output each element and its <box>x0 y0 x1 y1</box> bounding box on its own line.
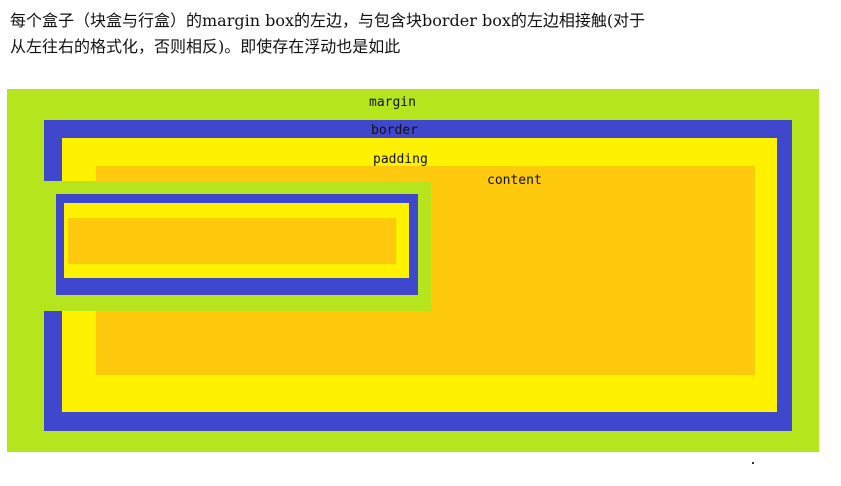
stray-dot <box>752 462 754 464</box>
padding-label: padding <box>373 152 428 167</box>
caption-line-1: 每个盒子（块盒与行盒）的margin box的左边，与包含块border box… <box>10 11 646 30</box>
margin-label: margin <box>369 95 416 110</box>
diagram-caption: 每个盒子（块盒与行盒）的margin box的左边，与包含块border box… <box>10 8 810 60</box>
border-label: border <box>371 123 418 138</box>
child-content-box <box>68 218 396 264</box>
caption-line-2: 从左往右的格式化，否则相反)。即使存在浮动也是如此 <box>10 37 401 56</box>
content-label: content <box>487 173 542 188</box>
